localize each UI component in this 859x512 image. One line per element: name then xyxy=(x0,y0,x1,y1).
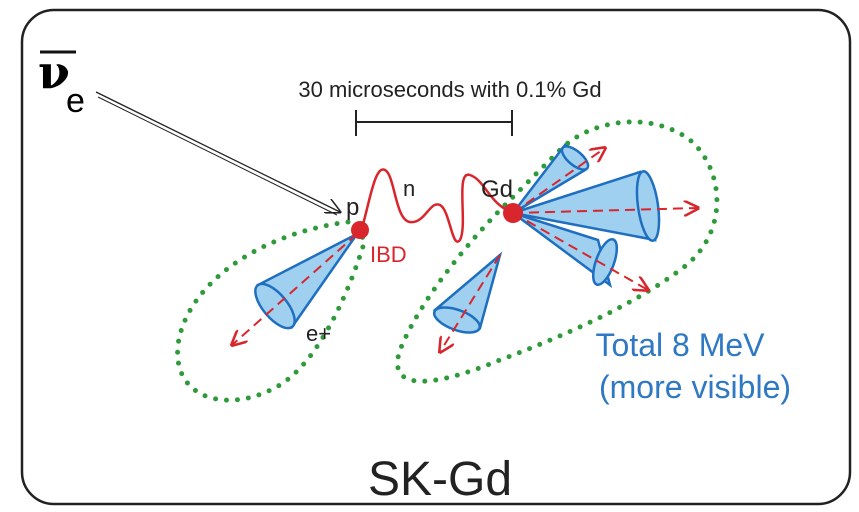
nu-subscript: e xyxy=(66,82,85,120)
diagram: ν e 30 microseconds with 0.1% Gd p n Gd … xyxy=(0,0,859,512)
ibd-label: IBD xyxy=(370,242,407,267)
incoming-arrow xyxy=(96,92,340,212)
capture-vertex xyxy=(503,203,523,223)
ibd-vertex xyxy=(351,221,369,239)
incoming-arrow-shadow xyxy=(98,97,337,215)
gd-label: Gd xyxy=(481,176,513,203)
energy-line2: (more visible) xyxy=(599,369,791,405)
scale-bar xyxy=(356,110,512,136)
proton-label: p xyxy=(346,194,359,221)
positron-label: e+ xyxy=(306,321,331,346)
energy-line1: Total 8 MeV xyxy=(596,327,766,363)
track xyxy=(232,234,357,345)
scale-label: 30 microseconds with 0.1% Gd xyxy=(298,77,601,102)
footer-title: SK-Gd xyxy=(368,453,512,506)
gamma-cones xyxy=(431,142,663,337)
neutron-label: n xyxy=(403,176,415,201)
